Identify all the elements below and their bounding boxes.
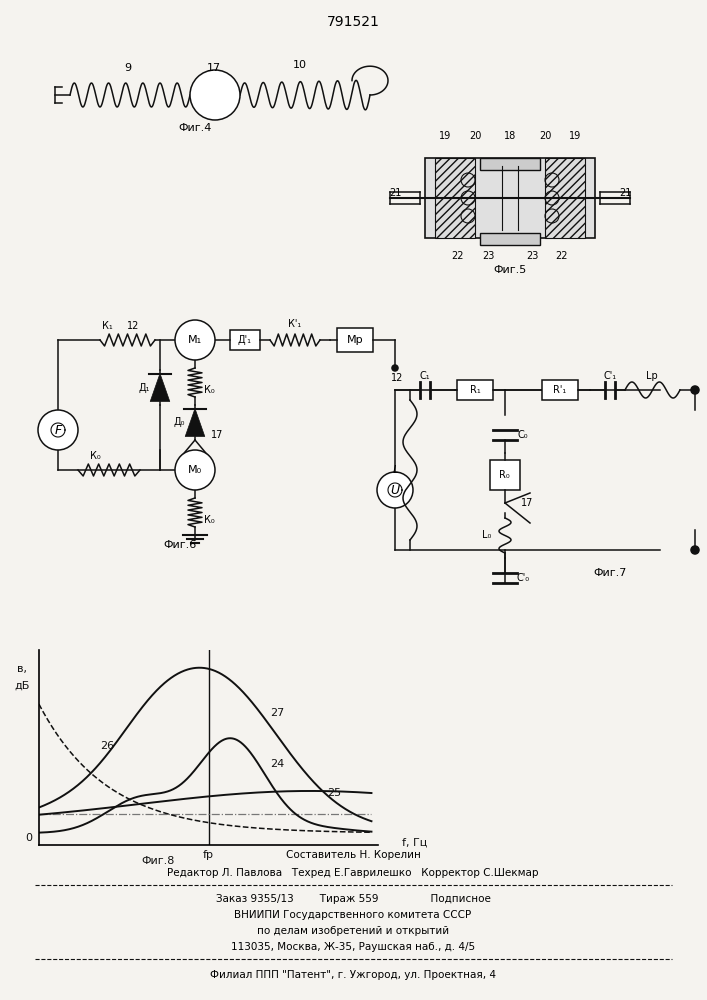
Text: 24: 24 [269, 759, 284, 769]
Text: 10: 10 [293, 60, 307, 70]
Text: К₀: К₀ [204, 515, 214, 525]
Text: Заказ 9355/13        Тираж 559                Подписное: Заказ 9355/13 Тираж 559 Подписное [216, 894, 491, 904]
Text: M₀: M₀ [188, 465, 202, 475]
Circle shape [691, 546, 699, 554]
Bar [490, 460, 520, 490]
Text: Фиг.6: Фиг.6 [163, 540, 197, 550]
Bar [425, 158, 595, 238]
Text: 22: 22 [556, 251, 568, 261]
Text: C₀: C₀ [518, 430, 528, 440]
Bar [480, 233, 540, 245]
Bar [542, 380, 578, 400]
Text: Фиг.8: Фиг.8 [141, 856, 175, 866]
Text: F: F [54, 424, 62, 436]
Circle shape [38, 410, 78, 450]
Polygon shape [150, 373, 170, 401]
Text: К₀: К₀ [90, 451, 100, 461]
Text: 17: 17 [521, 498, 533, 508]
Text: 19: 19 [569, 131, 581, 141]
Text: C'₀: C'₀ [516, 573, 530, 583]
Text: C₁: C₁ [420, 371, 431, 381]
Text: 26: 26 [100, 741, 114, 751]
Text: 20: 20 [539, 131, 551, 141]
Bar [435, 158, 475, 238]
Text: 21: 21 [389, 188, 401, 198]
Bar [230, 330, 260, 350]
Text: R₁: R₁ [469, 385, 480, 395]
Bar [337, 328, 373, 352]
Text: L₀: L₀ [482, 530, 491, 540]
Text: 27: 27 [269, 708, 284, 718]
Circle shape [175, 450, 215, 490]
Circle shape [377, 472, 413, 508]
Text: Д'₁: Д'₁ [238, 335, 252, 345]
Bar [480, 158, 540, 170]
Circle shape [392, 365, 398, 371]
Text: 22: 22 [452, 251, 464, 261]
Text: 23: 23 [526, 251, 538, 261]
Text: Д₀: Д₀ [173, 417, 185, 427]
Text: Мр: Мр [346, 335, 363, 345]
Text: 12: 12 [127, 321, 139, 331]
Text: Филиал ППП "Патент", г. Ужгород, ул. Проектная, 4: Филиал ППП "Патент", г. Ужгород, ул. Про… [210, 970, 496, 980]
Text: К'₁: К'₁ [288, 319, 302, 329]
Text: по делам изобретений и открытий: по делам изобретений и открытий [257, 926, 449, 936]
Text: 25: 25 [327, 788, 341, 798]
Text: 12: 12 [391, 373, 403, 383]
Polygon shape [185, 408, 205, 436]
Text: f, Гц: f, Гц [402, 838, 427, 848]
Text: R₀: R₀ [498, 470, 509, 480]
Bar [457, 380, 493, 400]
Text: 23: 23 [481, 251, 494, 261]
Circle shape [175, 320, 215, 360]
Circle shape [190, 70, 240, 120]
Text: 21: 21 [619, 188, 631, 198]
Text: Lp: Lp [646, 371, 658, 381]
Text: Д₁: Д₁ [139, 383, 150, 393]
Text: Фиг.4: Фиг.4 [178, 123, 211, 133]
Text: 791521: 791521 [327, 15, 380, 29]
Text: U: U [390, 484, 399, 496]
Text: Составитель Н. Корелин: Составитель Н. Корелин [286, 850, 421, 860]
Circle shape [691, 386, 699, 394]
Bar [545, 158, 585, 238]
Text: Фиг.7: Фиг.7 [593, 568, 626, 578]
Text: 9: 9 [124, 63, 132, 73]
Text: 20: 20 [469, 131, 481, 141]
Text: К₁: К₁ [102, 321, 112, 331]
Text: L: L [393, 465, 399, 475]
Text: в,: в, [17, 664, 27, 674]
Text: 17: 17 [211, 430, 223, 440]
Text: 113035, Москва, Ж-35, Раушская наб., д. 4/5: 113035, Москва, Ж-35, Раушская наб., д. … [231, 942, 475, 952]
Text: К₀: К₀ [204, 385, 214, 395]
Text: M₁: M₁ [188, 335, 202, 345]
Text: Редактор Л. Павлова   Техред Е.Гаврилешко   Корректор С.Шекмар: Редактор Л. Павлова Техред Е.Гаврилешко … [168, 868, 539, 878]
Text: 17: 17 [207, 63, 221, 73]
Text: fр: fр [203, 850, 214, 860]
Text: 18: 18 [504, 131, 516, 141]
Text: Фиг.5: Фиг.5 [493, 265, 527, 275]
Text: 19: 19 [439, 131, 451, 141]
Text: 0: 0 [25, 833, 33, 843]
Text: ВНИИПИ Государственного комитета СССР: ВНИИПИ Государственного комитета СССР [235, 910, 472, 920]
Text: R'₁: R'₁ [554, 385, 566, 395]
Text: дБ: дБ [14, 680, 30, 690]
Text: C'₁: C'₁ [604, 371, 617, 381]
